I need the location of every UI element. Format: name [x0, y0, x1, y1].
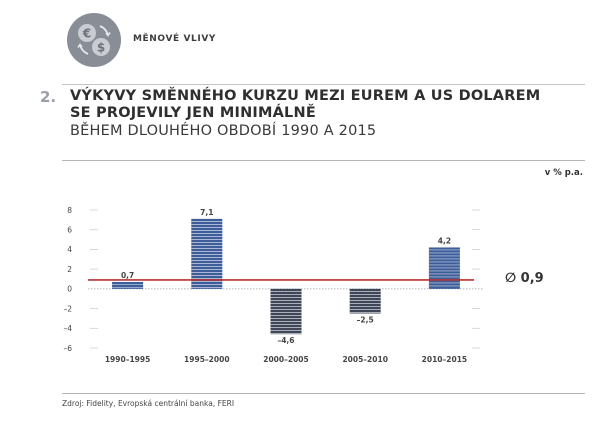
data-label: 0,7: [121, 271, 134, 280]
x-category-label: 1995–2000: [184, 355, 230, 364]
data-label: 7,1: [200, 208, 213, 217]
data-label: 4,2: [438, 236, 451, 245]
y-tick-label: –2: [63, 304, 72, 313]
header-divider: [62, 84, 585, 85]
currency-exchange-icon: € $: [67, 13, 121, 67]
y-tick-label: 4: [67, 245, 72, 254]
bar: [270, 288, 302, 335]
x-category-label: 2000–2005: [263, 355, 309, 364]
subtitle-divider: [62, 160, 585, 161]
source-divider: [62, 393, 585, 394]
x-category-label: 2010–2015: [422, 355, 468, 364]
y-tick-label: 8: [67, 206, 72, 215]
bar: [191, 218, 223, 289]
figure-number: 2.: [40, 88, 57, 106]
y-tick-label: 6: [67, 226, 72, 235]
y-tick-label: –6: [63, 344, 72, 353]
section-label: MĚNOVÉ VLIVY: [133, 34, 217, 44]
svg-text:€: €: [82, 27, 91, 41]
figure-subtitle: BĚHEM DLOUHÉHO OBDOBÍ 1990 A 2015: [70, 123, 377, 139]
x-category-label: 1990–1995: [105, 355, 151, 364]
y-tick-label: 0: [67, 285, 72, 294]
bar: [428, 247, 460, 289]
bar-rect: [349, 288, 381, 314]
average-label: ∅ 0,9: [505, 271, 544, 286]
figure-title-line-2: SE PROJEVILY JEN MINIMÁLNĚ: [70, 105, 316, 121]
unit-label: v % p.a.: [544, 168, 583, 178]
x-category-label: 2005–2010: [342, 355, 388, 364]
bar: [349, 288, 381, 314]
bar-rect: [270, 288, 302, 335]
svg-text:$: $: [97, 41, 105, 55]
data-label: –2,5: [357, 316, 374, 325]
bar-rect: [112, 281, 144, 289]
source-note: Zdroj: Fidelity, Evropská centrální bank…: [62, 399, 235, 408]
y-tick-label: –4: [63, 324, 72, 333]
data-label: –4,6: [277, 336, 294, 345]
figure-title-line-1: VÝKYVY SMĚNNÉHO KURZU MEZI EUREM A US DO…: [70, 88, 541, 104]
y-tick-label: 2: [67, 265, 72, 274]
bar: [112, 281, 144, 289]
